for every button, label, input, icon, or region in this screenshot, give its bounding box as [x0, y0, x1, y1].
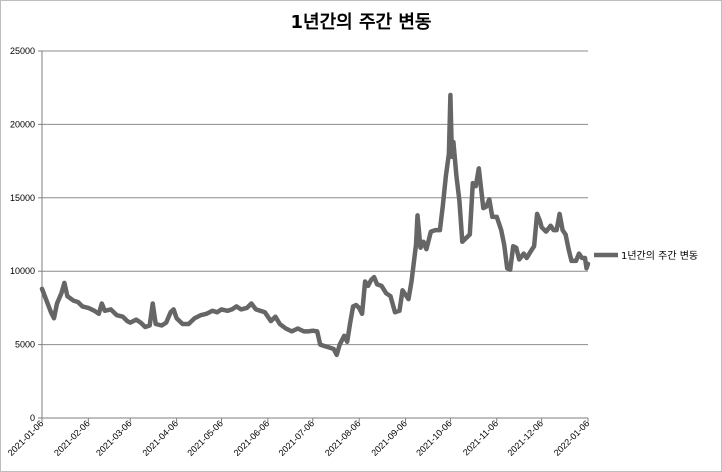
x-tick-label: 2021-09-06 — [369, 418, 409, 458]
y-tick-label: 0 — [30, 413, 35, 423]
y-tick-label: 10000 — [10, 266, 35, 276]
x-tick-label: 2021-12-06 — [505, 418, 545, 458]
x-tick-label: 2021-06-06 — [232, 418, 272, 458]
y-tick-label: 20000 — [10, 119, 35, 129]
series-line — [39, 92, 591, 358]
x-tick-label: 2021-10-06 — [414, 418, 454, 458]
x-tick-label: 2021-02-06 — [52, 418, 92, 458]
gridlines — [42, 50, 588, 346]
legend: 1년간의 주간 변동 — [594, 250, 698, 262]
x-tick-label: 2021-01-06 — [6, 418, 46, 458]
x-tick-label: 2021-03-06 — [94, 418, 134, 458]
legend-label: 1년간의 주간 변동 — [621, 250, 698, 262]
x-tick-label: 2022-01-06 — [552, 418, 592, 458]
y-tick-label: 5000 — [15, 340, 35, 350]
x-tick-label: 2021-07-06 — [277, 418, 317, 458]
axes — [38, 50, 589, 422]
y-tick-labels: 0 5000 10000 15000 20000 25000 — [10, 46, 35, 423]
x-tick-labels: 2021-01-06 2021-02-06 2021-03-06 2021-04-06… — [6, 418, 592, 458]
x-tick-label: 2021-08-06 — [323, 418, 363, 458]
x-tick-label: 2021-04-06 — [140, 418, 180, 458]
series-layer — [39, 92, 591, 358]
x-tick-label: 2021-05-06 — [185, 418, 225, 458]
y-tick-label: 25000 — [10, 46, 35, 56]
chart-title: 1년간의 주간 변동 — [290, 12, 432, 33]
x-tick-label: 2021-11-06 — [461, 418, 500, 457]
y-tick-label: 15000 — [10, 193, 35, 203]
